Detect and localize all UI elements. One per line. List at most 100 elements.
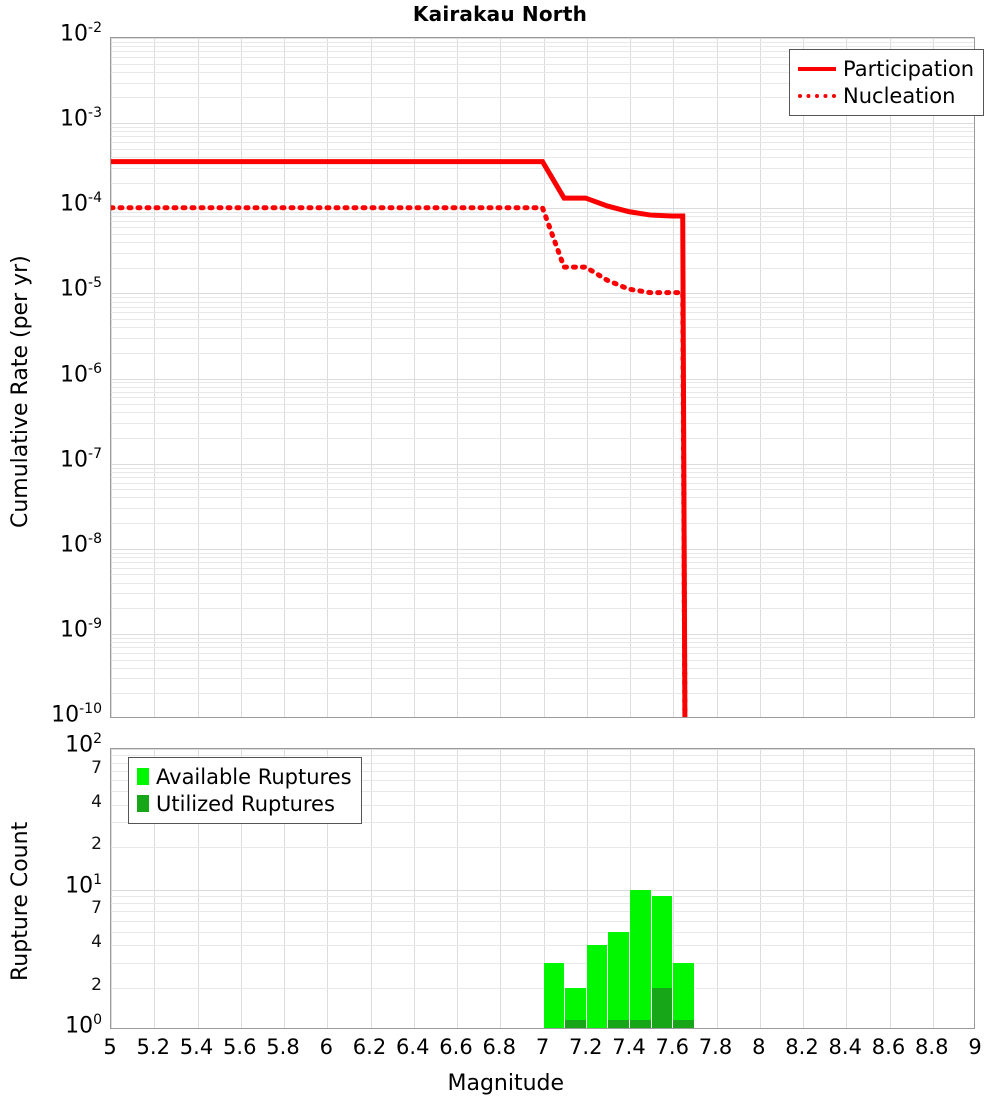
gridline-vertical — [111, 749, 112, 1028]
gridline-horizontal — [111, 148, 974, 150]
x-tick: 5.6 — [223, 1035, 257, 1059]
gridline-vertical — [284, 749, 285, 1028]
gridline-horizontal — [111, 508, 974, 510]
gridline-horizontal — [111, 762, 974, 764]
y-tick-top: 10-3 — [60, 105, 102, 132]
bar-available-ruptures — [543, 962, 566, 1028]
gridline-horizontal — [111, 404, 974, 406]
bar-utilized-ruptures — [673, 1020, 695, 1028]
y-tick-top: 10-8 — [60, 530, 102, 558]
y-tick-minor-bottom: 7 — [91, 757, 102, 778]
gridline-horizontal — [111, 962, 974, 964]
gridline-horizontal — [111, 548, 974, 550]
x-tick: 6 — [319, 1035, 333, 1059]
x-tick: 5.2 — [136, 1035, 170, 1059]
gridline-vertical — [370, 38, 372, 717]
gridline-vertical — [673, 38, 675, 717]
legend-label-nucleation: Nucleation — [843, 83, 956, 108]
gridline-vertical — [197, 749, 199, 1028]
gridline-horizontal — [111, 212, 974, 214]
gridline-horizontal — [111, 497, 974, 499]
bar-available-ruptures — [608, 931, 630, 1028]
bar-utilized-ruptures — [630, 1020, 652, 1028]
bar-utilized-ruptures — [651, 987, 674, 1028]
gridline-horizontal — [111, 667, 974, 669]
gridline-horizontal — [111, 182, 974, 184]
gridline-horizontal — [111, 352, 974, 354]
y-tick-minor-bottom: 2 — [91, 974, 102, 995]
gridline-horizontal — [111, 297, 974, 299]
gridline-horizontal — [111, 437, 974, 439]
gridline-horizontal — [111, 889, 974, 891]
x-tick: 7.8 — [698, 1035, 733, 1059]
gridline-horizontal — [111, 378, 974, 380]
x-tick: 7 — [535, 1035, 550, 1059]
gridline-horizontal — [111, 482, 974, 484]
gridline-horizontal — [111, 127, 974, 129]
gridline-horizontal — [111, 319, 974, 320]
gridline-vertical — [759, 749, 761, 1028]
gridline-horizontal — [111, 71, 974, 73]
gridline-horizontal — [111, 142, 974, 143]
y-tick-top: 10-5 — [60, 275, 102, 302]
bottom-gridlines — [111, 749, 974, 1028]
gridline-horizontal — [111, 463, 974, 465]
gridline-horizontal — [111, 227, 974, 229]
gridline-horizontal — [111, 167, 974, 169]
gridline-horizontal — [111, 471, 974, 473]
gridline-horizontal — [111, 693, 974, 695]
gridline-vertical — [803, 749, 804, 1028]
gridline-horizontal — [111, 312, 974, 314]
legend-item-utilized-ruptures: Utilized Ruptures — [137, 790, 352, 817]
figure-title: Kairakau North — [412, 2, 588, 26]
x-tick: 9 — [968, 1035, 982, 1059]
gridline-horizontal — [111, 51, 974, 53]
bottom-legend: Available Ruptures Utilized Ruptures — [128, 757, 362, 824]
gridline-horizontal — [111, 791, 974, 793]
y-tick-minor-bottom: 7 — [91, 898, 102, 919]
available-ruptures-swatch-icon — [137, 768, 149, 785]
gridline-horizontal — [111, 561, 974, 563]
gridline-vertical — [284, 38, 285, 717]
x-tick: 6.2 — [352, 1035, 387, 1059]
x-tick: 6.6 — [439, 1035, 473, 1059]
gridline-vertical — [413, 749, 415, 1028]
gridline-vertical — [457, 749, 458, 1028]
gridline-horizontal — [111, 386, 974, 388]
gridline-vertical — [889, 749, 891, 1028]
gridline-horizontal — [111, 523, 974, 525]
x-axis-label: Magnitude — [447, 1071, 565, 1096]
gridline-vertical — [370, 749, 372, 1028]
gridline-vertical — [586, 749, 588, 1028]
gridline-horizontal — [111, 574, 974, 576]
gridline-horizontal — [111, 301, 974, 303]
gridline-horizontal — [111, 770, 974, 772]
gridline-vertical — [111, 38, 112, 717]
gridline-vertical — [413, 38, 415, 717]
gridline-horizontal — [111, 38, 974, 39]
gridline-horizontal — [111, 945, 974, 947]
gridline-vertical — [932, 38, 934, 717]
y-tick-top: 10-9 — [60, 615, 102, 643]
top-plot-area — [111, 38, 974, 717]
gridline-horizontal — [111, 804, 974, 806]
gridline-horizontal — [111, 216, 974, 218]
y-tick-bottom: 102 — [65, 731, 102, 758]
gridline-vertical — [586, 38, 588, 717]
gridline-vertical — [154, 749, 156, 1028]
bar-utilized-ruptures — [608, 1020, 630, 1028]
gridline-vertical — [543, 38, 545, 717]
legend-label-available-ruptures: Available Ruptures — [156, 764, 352, 789]
gridline-vertical — [327, 749, 329, 1028]
gridline-horizontal — [111, 633, 974, 635]
gridline-horizontal — [111, 678, 974, 680]
gridline-horizontal — [111, 552, 974, 554]
gridline-vertical — [500, 38, 502, 717]
x-tick: 5.4 — [179, 1035, 214, 1059]
y-tick-top: 10-10 — [51, 701, 102, 728]
x-tick: 8 — [752, 1035, 766, 1059]
x-tick: 6.4 — [396, 1035, 430, 1059]
bottom-y-axis-label: Rupture Count — [8, 821, 33, 981]
gridline-horizontal — [111, 97, 974, 99]
legend-item-available-ruptures: Available Ruptures — [137, 763, 352, 790]
